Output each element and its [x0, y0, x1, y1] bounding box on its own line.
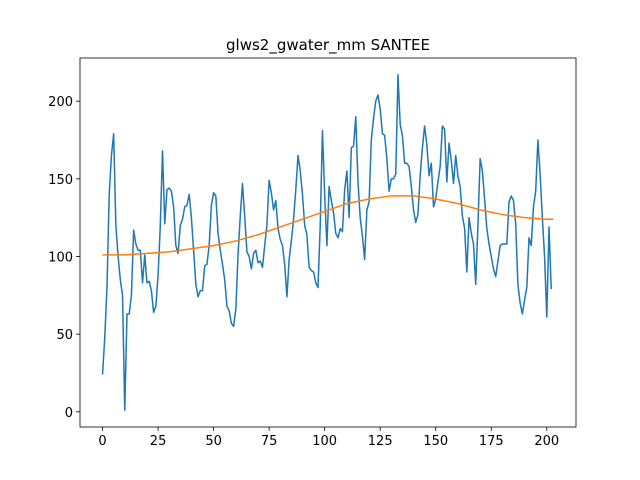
x-tick-label: 200	[534, 434, 559, 449]
x-tick-label: 25	[150, 434, 167, 449]
x-tick-label: 125	[368, 434, 393, 449]
y-tick-label: 100	[48, 250, 73, 265]
x-tick-label: 100	[312, 434, 337, 449]
line-series	[102, 195, 554, 256]
x-tick-label: 175	[479, 434, 504, 449]
x-tick-label: 50	[205, 434, 222, 449]
x-tick-label: 75	[261, 434, 278, 449]
y-tick-label: 150	[48, 173, 73, 188]
plot-frame	[79, 57, 577, 428]
y-tick-label: 50	[56, 328, 73, 343]
x-tick-label: 150	[423, 434, 448, 449]
y-tick-label: 200	[48, 95, 73, 110]
y-tick-label: 0	[65, 406, 73, 421]
chart-title: glws2_gwater_mm SANTEE	[226, 36, 430, 55]
x-tick-label: 0	[98, 434, 106, 449]
